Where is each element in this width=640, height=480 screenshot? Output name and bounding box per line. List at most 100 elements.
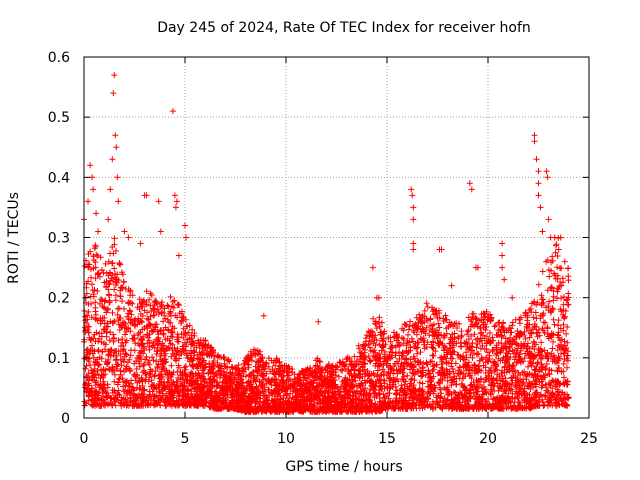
data-point	[543, 304, 549, 311]
data-point	[150, 357, 157, 364]
data-point	[120, 395, 127, 402]
data-point	[505, 362, 512, 368]
data-point	[436, 341, 443, 348]
data-point	[118, 362, 125, 369]
data-point	[213, 405, 220, 412]
data-point	[561, 338, 568, 345]
data-point	[558, 295, 565, 302]
data-point	[538, 384, 545, 391]
data-point	[491, 323, 498, 330]
data-point	[287, 384, 294, 391]
data-point	[121, 401, 128, 408]
data-point	[508, 365, 515, 372]
data-point	[310, 402, 317, 409]
data-point	[119, 284, 126, 291]
data-point	[112, 274, 119, 281]
data-point	[554, 264, 561, 271]
data-point	[164, 335, 171, 342]
data-point	[560, 350, 567, 357]
data-point	[155, 395, 162, 402]
data-point	[554, 253, 561, 259]
data-point	[190, 340, 197, 347]
data-point	[148, 308, 155, 314]
data-point	[115, 337, 122, 344]
data-point	[334, 364, 341, 371]
data-point	[523, 405, 530, 412]
data-point	[486, 330, 493, 336]
data-point	[387, 403, 394, 410]
data-point	[358, 387, 365, 394]
data-point	[565, 277, 572, 284]
data-point	[498, 323, 505, 330]
data-point	[362, 335, 369, 342]
data-point	[117, 287, 124, 294]
data-point	[107, 352, 114, 359]
data-point	[365, 373, 372, 380]
data-point	[558, 341, 565, 348]
data-point	[81, 324, 88, 331]
data-point	[389, 342, 396, 349]
data-point	[290, 381, 297, 388]
data-point	[114, 279, 120, 286]
data-point	[103, 394, 110, 401]
data-point	[296, 371, 302, 378]
data-point	[363, 332, 370, 339]
data-point	[250, 396, 257, 403]
data-point	[149, 354, 156, 361]
data-point	[375, 319, 382, 326]
data-point	[565, 395, 572, 402]
data-point	[434, 394, 441, 401]
data-point	[211, 388, 218, 395]
data-point	[450, 376, 457, 383]
data-point	[362, 360, 368, 367]
data-point	[456, 320, 463, 327]
data-point	[210, 376, 217, 383]
data-points	[81, 72, 572, 415]
data-point	[123, 351, 130, 358]
data-point	[109, 244, 116, 250]
data-point	[489, 334, 496, 341]
data-point	[370, 352, 377, 359]
data-point	[363, 395, 370, 402]
data-point	[113, 363, 120, 370]
data-point	[110, 331, 117, 338]
data-point	[147, 302, 154, 309]
data-point	[136, 375, 142, 382]
data-point	[166, 383, 172, 390]
data-point	[424, 395, 431, 402]
data-point	[475, 351, 482, 357]
data-point	[303, 389, 310, 395]
data-point	[465, 314, 472, 321]
data-point	[84, 312, 90, 319]
data-point	[560, 368, 567, 375]
data-point	[330, 395, 337, 402]
data-point	[480, 362, 487, 369]
data-point	[423, 300, 430, 307]
data-point	[341, 381, 348, 388]
data-point	[482, 314, 489, 321]
data-point	[469, 347, 475, 354]
data-point	[135, 352, 142, 359]
data-point	[173, 357, 179, 364]
data-point	[348, 361, 355, 367]
data-point	[469, 340, 476, 347]
data-point	[427, 322, 433, 329]
data-point	[201, 376, 208, 383]
data-point	[206, 388, 213, 394]
data-point	[180, 387, 187, 394]
data-point	[166, 345, 172, 352]
data-point	[564, 352, 571, 359]
data-point	[124, 313, 131, 320]
data-point	[317, 368, 324, 375]
data-point	[522, 312, 529, 319]
data-point	[467, 352, 474, 358]
data-point	[524, 348, 531, 355]
data-point	[103, 361, 110, 368]
data-point	[142, 378, 149, 385]
data-point	[229, 380, 236, 387]
data-point	[372, 401, 379, 408]
data-point	[351, 372, 358, 378]
data-point	[531, 394, 538, 401]
data-point	[347, 385, 354, 392]
data-point	[329, 368, 336, 375]
